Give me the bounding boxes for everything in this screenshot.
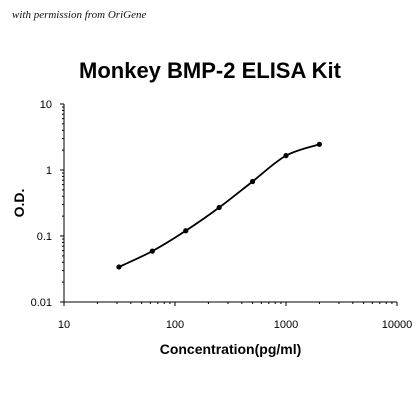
x-tick-label: 10000 <box>382 319 413 331</box>
data-point <box>116 264 122 270</box>
y-axis-title: O.D. <box>11 189 27 218</box>
y-tick-label: 1 <box>46 165 52 177</box>
credit-text: with permission from OriGene <box>12 9 147 21</box>
y-ticks: 0.01 0.1 1 10 <box>31 99 64 309</box>
chart-title: Monkey BMP-2 ELISA Kit <box>79 58 341 83</box>
data-point <box>216 204 222 211</box>
data-point <box>316 141 323 147</box>
data-point <box>183 228 189 234</box>
y-tick-label: 10 <box>40 99 52 111</box>
x-axis-title: Concentration(pg/ml) <box>160 341 302 357</box>
y-tick-label: 0.01 <box>31 297 52 309</box>
data-point <box>249 178 256 185</box>
data-points <box>116 141 323 270</box>
y-tick-label: 0.1 <box>37 231 52 243</box>
data-point <box>283 153 289 159</box>
x-ticks: 10 100 1000 10000 <box>58 302 412 331</box>
data-point <box>149 248 155 254</box>
x-tick-label: 1000 <box>274 319 298 331</box>
x-tick-label: 10 <box>58 319 70 331</box>
x-tick-label: 100 <box>166 319 184 331</box>
axes <box>63 104 397 303</box>
